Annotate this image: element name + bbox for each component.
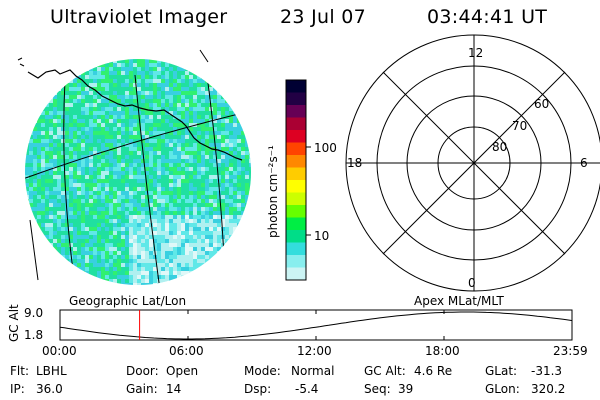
geo-panel-label: Geographic Lat/Lon — [69, 294, 187, 308]
colorbar-segment — [286, 80, 306, 93]
altitude-timeline — [59, 309, 573, 341]
longitude-line — [134, 74, 161, 285]
colorbar — [286, 80, 306, 281]
colorbar-segment — [286, 167, 306, 181]
instrument-title: Ultraviolet Imager — [50, 6, 228, 28]
colorbar-segment — [286, 230, 306, 243]
geographic-image — [17, 49, 251, 285]
glon-label: GLon: — [485, 382, 520, 396]
gc-alt-value: 4.6 Re — [414, 364, 453, 378]
polar-plot — [345, 34, 600, 292]
door-value: Open — [166, 364, 199, 378]
mlt-label-18: 18 — [347, 156, 363, 170]
date-label: 23 Jul 07 — [280, 6, 367, 28]
glat-label: GLat: — [485, 364, 518, 378]
dsp-label: Dsp: — [244, 382, 272, 396]
colorbar-segment — [286, 155, 306, 168]
gain-value: 14 — [166, 382, 182, 396]
colorbar-unit-label: photon cm⁻²s⁻¹ — [266, 145, 280, 238]
seq-value: 39 — [398, 382, 414, 396]
timeline-xtick: 18:00 — [425, 344, 460, 358]
timeline-frame — [59, 309, 573, 341]
timeline-xtick: 23:59 — [553, 344, 588, 358]
mlat-label-70: 70 — [512, 119, 528, 133]
mode-label: Mode: — [244, 364, 281, 378]
filter-label: Flt: — [10, 364, 29, 378]
time-label: 03:44:41 UT — [427, 6, 548, 28]
gc-alt-label: GC Alt: — [364, 364, 406, 378]
coastline — [17, 57, 25, 67]
colorbar-tick-label: 100 — [314, 141, 337, 155]
colorbar-segment — [286, 130, 306, 143]
timeline-xtick: 00:00 — [42, 344, 77, 358]
mlt-diagonal — [382, 71, 566, 255]
colorbar-segment — [286, 192, 306, 206]
mlat-label-60: 60 — [534, 97, 550, 111]
coastline — [27, 69, 243, 161]
ip-value: 36.0 — [36, 382, 63, 396]
filter-value: LBHL — [36, 364, 67, 378]
colorbar-segment — [286, 267, 306, 281]
glat-value: -31.3 — [531, 364, 563, 378]
colorbar-segment — [286, 117, 306, 131]
mlt-label-6: 6 — [580, 156, 588, 170]
dsp-value: -5.4 — [295, 382, 319, 396]
colorbar-segment — [286, 205, 306, 218]
altitude-curve — [59, 311, 572, 340]
mlt-label-12: 12 — [468, 46, 484, 60]
timeline-ylabel: GC Alt — [7, 304, 21, 342]
timeline-xtick: 06:00 — [169, 344, 204, 358]
longitude-line-outer — [29, 219, 39, 281]
colorbar-segment — [286, 180, 306, 193]
latitude-line — [25, 109, 251, 181]
colorbar-frame — [285, 79, 307, 281]
longitude-line-outer — [199, 49, 209, 63]
ip-label: IP: — [10, 382, 25, 396]
mlat-label-80: 80 — [492, 140, 508, 154]
gain-label: Gain: — [126, 382, 158, 396]
colorbar-segment — [286, 92, 306, 106]
mode-value: Normal — [291, 364, 335, 378]
colorbar-segment — [286, 217, 306, 231]
polar-panel-label: Apex MLat/MLT — [414, 294, 504, 308]
timeline-ytick: 9.0 — [24, 306, 44, 320]
timeline-xtick: 12:00 — [297, 344, 332, 358]
mlt-label-0: 0 — [468, 276, 476, 290]
door-label: Door: — [126, 364, 159, 378]
longitude-line — [63, 79, 76, 285]
colorbar-segment — [286, 255, 306, 268]
colorbar-segment — [286, 242, 306, 256]
glon-value: 320.2 — [531, 382, 566, 396]
timeline-ytick: 1.8 — [24, 328, 44, 342]
colorbar-segment — [286, 142, 306, 156]
colorbar-segment — [286, 105, 306, 118]
colorbar-tick-label: 10 — [314, 229, 330, 243]
seq-label: Seq: — [364, 382, 391, 396]
